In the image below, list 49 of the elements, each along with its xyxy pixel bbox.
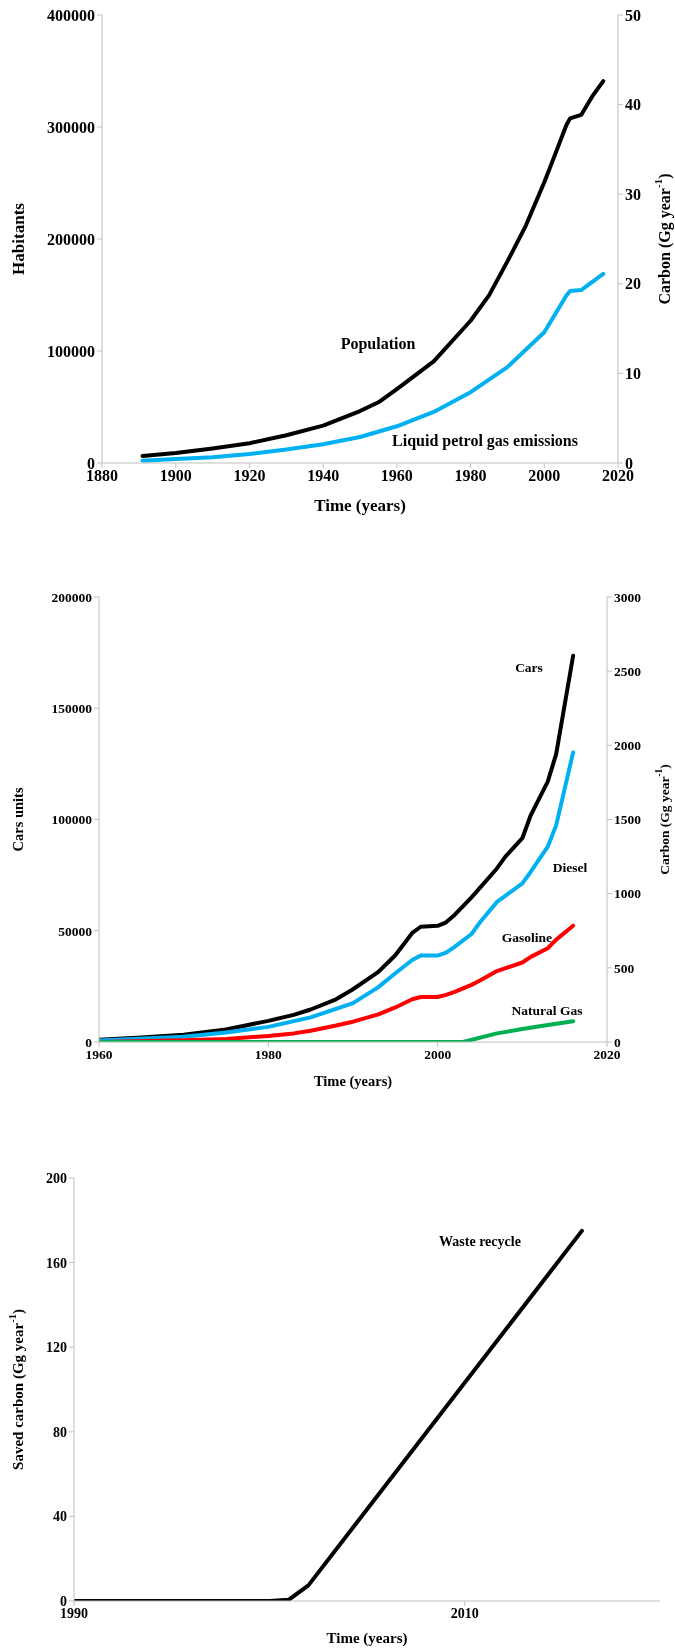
x-tick-label: 1960	[380, 467, 413, 485]
x-tick-label: 2010	[450, 1605, 479, 1621]
series-label: Natural Gas	[511, 1002, 583, 1018]
y-tick-label: 80	[53, 1424, 67, 1440]
series-label: Diesel	[552, 859, 588, 875]
y-tick-label: 100000	[47, 342, 95, 360]
y-tick-label: 300000	[47, 118, 95, 136]
text: Waste recycle	[439, 1233, 521, 1249]
y2-tick-label: 1000	[614, 886, 642, 902]
x-tick-label: 1940	[307, 467, 340, 485]
y2-tick-label: 30	[625, 185, 641, 203]
x-tick-label: 2000	[528, 467, 561, 485]
y-axis-title: Cars units	[10, 787, 26, 852]
line-series	[74, 1228, 584, 1601]
y-tick-label: 100000	[51, 812, 93, 828]
x-tick-label: 1920	[233, 467, 266, 485]
y-tick-label: 120	[46, 1340, 67, 1356]
y-tick-label: 50000	[58, 923, 93, 939]
y2-tick-label: 20	[625, 275, 641, 293]
x-tick-label: 1980	[254, 1046, 283, 1062]
x-axis-title: Time (years)	[326, 1630, 408, 1647]
y2-tick-label: 3000	[614, 589, 642, 605]
y-tick-label: 200	[46, 1170, 67, 1186]
y2-tick-label: 500	[614, 960, 635, 976]
y-tick-label: 160	[46, 1255, 67, 1271]
series-label: Liquid petrol gas emissions	[392, 431, 578, 450]
y2-tick-label: 40	[625, 96, 641, 114]
line-series	[140, 271, 606, 463]
x-axis-title: Time (years)	[313, 1073, 393, 1090]
y-axis-title: Habitants	[8, 202, 28, 275]
y-tick-label: 150000	[51, 701, 93, 717]
y2-tick-label: 10	[625, 365, 641, 383]
x-axis-title: Time (years)	[314, 496, 406, 515]
line-series	[140, 79, 606, 458]
series-label: Cars	[515, 659, 543, 675]
series-label: Gasoline	[501, 929, 553, 945]
y-tick-label: 200000	[47, 230, 95, 248]
y-tick-label: 400000	[47, 6, 95, 24]
y2-tick-label: 1500	[614, 812, 642, 828]
line-series	[99, 1019, 576, 1042]
x-tick-label: 2000	[424, 1046, 452, 1062]
y2-tick-label: 2500	[614, 663, 642, 679]
series-label: Population	[340, 334, 416, 353]
x-tick-label: 1900	[159, 467, 192, 485]
y-tick-label: 200000	[51, 589, 93, 605]
x-tick-label: 1980	[454, 467, 487, 485]
y2-tick-label: 2000	[614, 738, 642, 754]
y2-tick-label: 50	[625, 6, 641, 24]
y-tick-label: 40	[53, 1509, 67, 1525]
